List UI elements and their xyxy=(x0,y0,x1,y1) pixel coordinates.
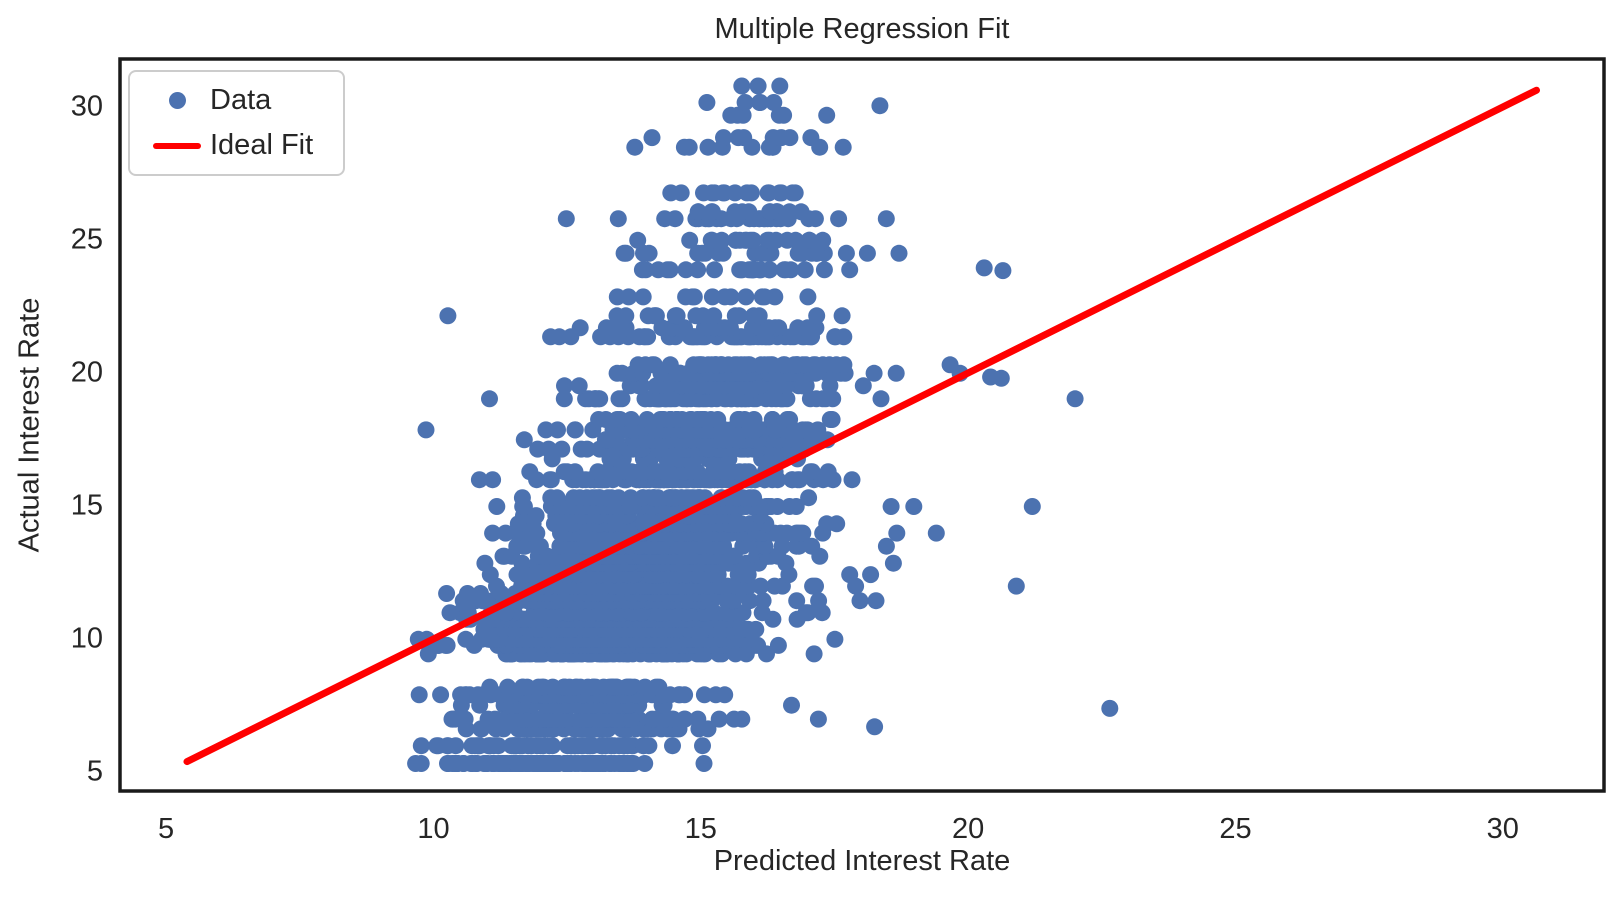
y-tick-label: 15 xyxy=(70,489,103,522)
x-tick-label: 5 xyxy=(158,813,175,845)
x-tick-label: 10 xyxy=(417,813,450,845)
y-tick-label: 20 xyxy=(70,356,103,389)
y-tick-label: 10 xyxy=(70,622,103,655)
data-marker-icon xyxy=(168,92,186,109)
legend: Data Ideal Fit xyxy=(128,70,346,176)
legend-item-ideal-fit: Ideal Fit xyxy=(144,129,313,162)
y-axis-label: Actual Interest Rate xyxy=(13,297,46,553)
chart-title: Multiple Regression Fit xyxy=(714,13,1010,45)
legend-marker-cell xyxy=(144,142,210,149)
x-tick-label: 30 xyxy=(1486,813,1519,845)
legend-label-ideal-fit: Ideal Fit xyxy=(210,129,314,161)
ideal-fit-line-icon xyxy=(153,142,201,149)
x-tick-label: 25 xyxy=(1219,813,1252,845)
axes-border xyxy=(118,57,1606,793)
legend-item-data: Data xyxy=(144,84,313,117)
ideal-fit-line xyxy=(183,86,1540,766)
y-tick-label: 30 xyxy=(70,90,103,123)
legend-label-data: Data xyxy=(210,84,272,116)
x-axis-label: Predicted Interest Rate xyxy=(713,845,1011,877)
legend-marker-cell xyxy=(144,92,210,109)
x-tick-label: 15 xyxy=(684,813,717,845)
scatter-points xyxy=(407,77,1119,772)
x-tick-label: 20 xyxy=(951,813,985,845)
y-tick-label: 5 xyxy=(86,755,103,788)
y-tick-label: 25 xyxy=(70,223,103,256)
